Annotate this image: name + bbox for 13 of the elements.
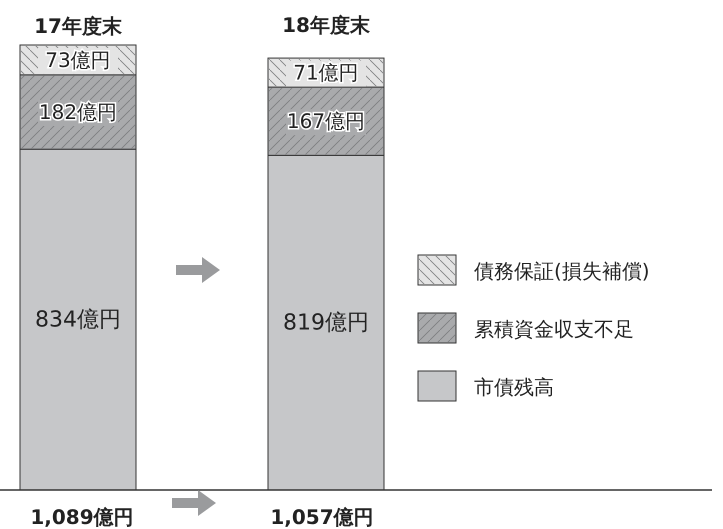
x-tick-label: 18年度末: [282, 13, 371, 38]
data-label: 834億円: [35, 308, 121, 333]
data-label: 167億円: [286, 109, 366, 134]
data-label: 71億円: [293, 60, 359, 85]
x-tick-label: 17年度末: [34, 14, 123, 38]
data-label: 819億円: [283, 310, 369, 336]
total-label: 1,057億円: [270, 505, 374, 529]
legend-label: 市債残高: [474, 375, 554, 399]
legend-label: 債務保証(損失補償): [474, 259, 650, 283]
data-label: 73億円: [45, 48, 111, 72]
data-label: 182億円: [38, 100, 118, 124]
legend-label: 累積資金収支不足: [474, 317, 634, 341]
total-label: 1,089億円: [30, 505, 134, 529]
